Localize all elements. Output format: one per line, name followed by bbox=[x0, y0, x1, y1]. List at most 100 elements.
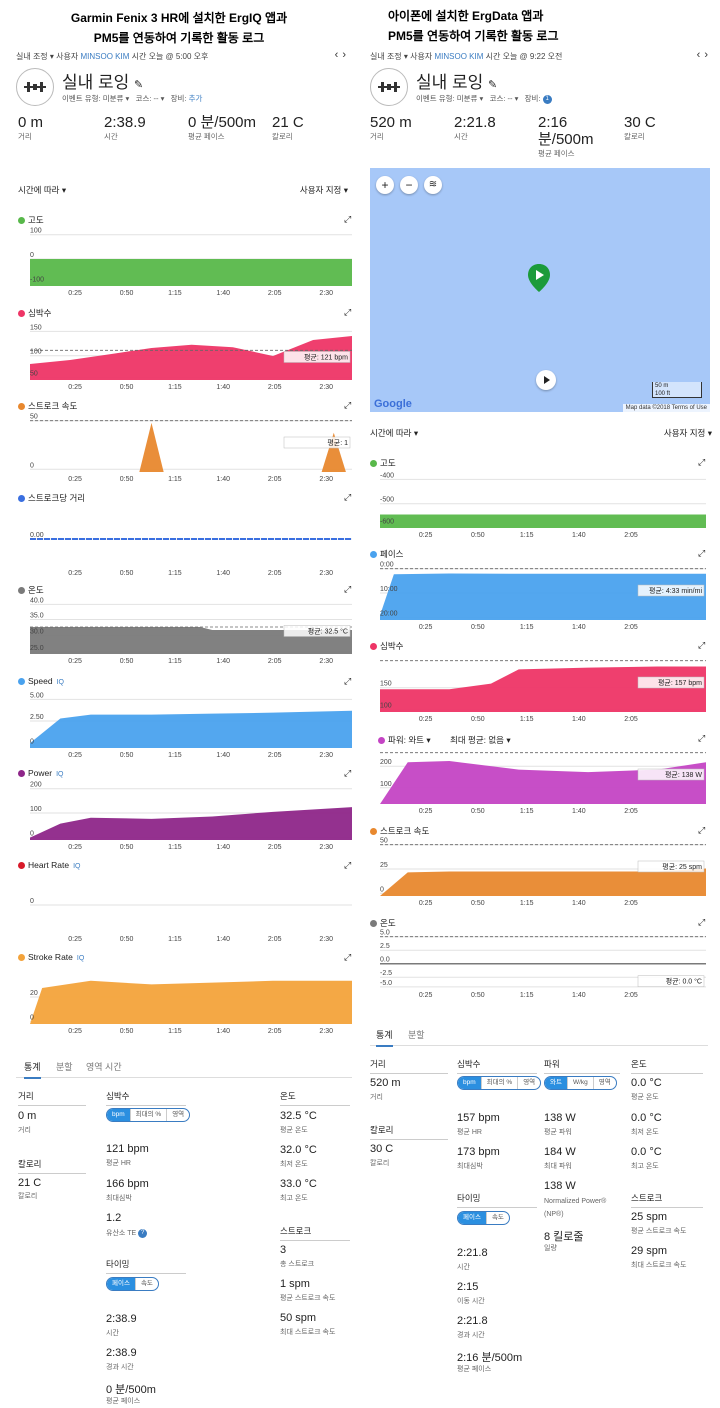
edit-icon[interactable]: ✎ bbox=[488, 79, 498, 91]
average-badge bbox=[283, 351, 351, 363]
expand-icon[interactable]: ⤢ bbox=[698, 825, 706, 835]
custom-dropdown[interactable]: 사용자 지정 ▾ bbox=[299, 185, 348, 195]
distance-value: 520 m bbox=[370, 1077, 401, 1089]
expand-icon[interactable]: ⤢ bbox=[344, 952, 352, 962]
user-link[interactable]: MINSOO KIM bbox=[80, 52, 130, 61]
gear-count-badge[interactable]: 1 bbox=[542, 94, 552, 104]
expand-icon[interactable]: ⤢ bbox=[698, 640, 706, 650]
help-icon[interactable]: ? bbox=[138, 1228, 148, 1238]
power-unit-toggle[interactable]: 와트 W/kg 영역 bbox=[544, 1076, 617, 1090]
zoom-in-button[interactable]: + bbox=[376, 176, 394, 194]
chart-plot[interactable]: 5.00 2.50 0 0:25 0:50 1:15 1:40 2:05 2:30 bbox=[16, 692, 368, 764]
activity-title[interactable]: 실내 로잉 ✎ bbox=[416, 73, 498, 92]
aerobic-te: 1.2 bbox=[106, 1212, 122, 1224]
chart-plot[interactable]: 200 100 0 0:25 0:50 1:15 1:40 2:05 2:30 bbox=[16, 782, 368, 856]
chart-plot[interactable]: 평균: 25 spm 50 25 0 0:25 0:50 1:15 1:40 2:05 bbox=[366, 838, 720, 912]
expand-icon[interactable]: ⤢ bbox=[344, 492, 352, 502]
chart-plot[interactable]: 평균: 157 bpm 150 100 0:25 0:50 1:15 1:40 2:05 bbox=[366, 658, 720, 728]
expand-icon[interactable]: ⤢ bbox=[344, 307, 352, 317]
average-label: 평균: 157 bpm bbox=[658, 678, 702, 687]
user-link[interactable]: MINSOO KIM bbox=[434, 52, 484, 61]
course-dropdown[interactable]: 코스: -- ▾ bbox=[135, 94, 165, 103]
power-np-label: Normalized Power® (NP®) bbox=[544, 1198, 607, 1218]
hr-unit-toggle[interactable]: bpm 최대의 % 영역 bbox=[457, 1076, 542, 1090]
x-tick-label: 2:30 bbox=[319, 570, 333, 577]
hr-max-label: 최대심박 bbox=[457, 1163, 483, 1170]
chart-plot[interactable]: 평균: 4:33 min/mi 0:00 10:00 20:00 0:25 0:50 1:1… bbox=[366, 562, 720, 636]
edit-icon[interactable]: ✎ bbox=[134, 79, 144, 91]
chart-plot[interactable]: 20 0 0:25 0:50 1:15 1:40 2:05 2:30 bbox=[16, 970, 368, 1040]
activity-title[interactable]: 실내 로잉 ✎ bbox=[62, 73, 144, 92]
expand-icon[interactable]: ⤢ bbox=[698, 917, 706, 927]
chart-plot[interactable]: -400 -500 -600 0:25 0:50 1:15 1:40 2:05 bbox=[366, 472, 720, 544]
zoom-out-button[interactable]: − bbox=[400, 176, 418, 194]
x-tick-label: 0:50 bbox=[471, 624, 485, 631]
right-stats-tabs: 통계 분할 bbox=[370, 1028, 708, 1047]
x-tick-label: 0:50 bbox=[120, 476, 134, 483]
timing-unit-toggle[interactable]: 페이스 속도 bbox=[106, 1277, 159, 1291]
series-dot-icon bbox=[18, 495, 25, 502]
y-tick-label: 2.50 bbox=[30, 714, 44, 721]
chart-plot[interactable]: 100 0 -100 0:25 0:50 1:15 1:40 2:05 2:30 bbox=[16, 228, 368, 302]
play-button[interactable] bbox=[536, 370, 556, 390]
user-label: 사용자 bbox=[410, 52, 433, 61]
timing-unit-toggle[interactable]: 페이스 속도 bbox=[457, 1211, 510, 1225]
custom-dropdown[interactable]: 사용자 지정 ▾ bbox=[663, 428, 712, 438]
max-average-dropdown[interactable]: 최대 평균: 없음 ▾ bbox=[450, 735, 511, 745]
activity-type[interactable]: 실내 조정 bbox=[370, 52, 402, 61]
tab-stats[interactable]: 통계 bbox=[24, 1060, 41, 1079]
expand-icon[interactable]: ⤢ bbox=[344, 584, 352, 594]
x-tick-label: 1:40 bbox=[572, 992, 586, 999]
temp-avg: 32.5 °C bbox=[280, 1110, 317, 1122]
power-unit-dropdown[interactable]: 파워: 와트 ▾ bbox=[378, 734, 431, 746]
hr-unit-toggle[interactable]: bpm 최대의 % 영역 bbox=[106, 1108, 191, 1122]
x-tick-label: 0:50 bbox=[120, 570, 134, 577]
time-axis-dropdown[interactable]: 시간에 따라 ▾ bbox=[18, 185, 67, 195]
chart-plot[interactable]: 평균: 0.0 °C 5.0 2.5 0.0 -2.5 -5.0 0:25 0:50 1:15 1… bbox=[366, 930, 720, 1004]
event-type-dropdown[interactable]: 이벤트 유형: 미분류 ▾ bbox=[416, 94, 484, 103]
tab-zone-time[interactable]: 영역 시간 bbox=[86, 1062, 122, 1072]
x-tick-label: 2:05 bbox=[624, 992, 638, 999]
start-marker-icon[interactable] bbox=[528, 264, 550, 294]
prev-next-nav[interactable]: ‹› bbox=[696, 49, 712, 61]
x-tick-label: 1:15 bbox=[168, 1028, 182, 1035]
chart-plot[interactable]: 평균: 138 W 200 100 0:25 0:50 1:15 1:40 2:05 bbox=[366, 750, 720, 820]
series-dot-icon bbox=[18, 862, 25, 869]
expand-icon[interactable]: ⤢ bbox=[344, 860, 352, 870]
expand-icon[interactable]: ⤢ bbox=[698, 733, 706, 743]
right-title-line2: PM5를 연동하여 기록한 활동 로그 bbox=[388, 29, 559, 43]
user-label: 사용자 bbox=[56, 52, 79, 61]
x-tick-label: 0:50 bbox=[120, 1028, 134, 1035]
expand-icon[interactable]: ⤢ bbox=[344, 768, 352, 778]
event-type-dropdown[interactable]: 이벤트 유형: 미분류 ▾ bbox=[62, 94, 130, 103]
x-tick-label: 1:40 bbox=[216, 658, 230, 665]
y-tick-label: -100 bbox=[30, 276, 44, 283]
x-tick-label: 0:25 bbox=[419, 808, 433, 815]
time-axis-dropdown[interactable]: 시간에 따라 ▾ bbox=[370, 428, 419, 438]
expand-icon[interactable]: ⤢ bbox=[344, 676, 352, 686]
expand-icon[interactable]: ⤢ bbox=[344, 214, 352, 224]
right-panel: 아이폰에 설치한 ErgData 앱과 PM5를 연동하여 기록한 활동 로그 … bbox=[364, 0, 720, 1408]
course-dropdown[interactable]: 코스: -- ▾ bbox=[489, 94, 519, 103]
tab-splits[interactable]: 분할 bbox=[408, 1030, 425, 1040]
chart-plot[interactable]: 평균: 32.5 °C 40.0 35.0 30.0 25.0 0:25 0:50 1:15 1… bbox=[16, 597, 368, 670]
expand-icon[interactable]: ⤢ bbox=[344, 400, 352, 410]
gear-add-link[interactable]: 추가 bbox=[188, 94, 203, 103]
chart-plot[interactable]: 평균: 121 bpm 150 100 50 0:25 0:50 1:15 1:40 2:05 2… bbox=[16, 324, 368, 396]
chart-plot[interactable]: 0 0:25 0:50 1:15 1:40 2:05 2:30 bbox=[16, 878, 368, 948]
expand-icon[interactable]: ⤢ bbox=[698, 457, 706, 467]
activity-meta: 이벤트 유형: 미분류 ▾ 코스: -- ▾ 장비: 1 bbox=[416, 93, 552, 104]
tab-splits[interactable]: 분할 bbox=[56, 1062, 73, 1072]
layers-icon[interactable]: ≋ bbox=[424, 176, 442, 194]
series-dot-icon bbox=[370, 460, 377, 467]
map-footer[interactable]: Map data ©2018 Terms of Use bbox=[622, 404, 710, 412]
route-map[interactable]: + − ≋ 50 m 100 ft Google Map data ©2018 T… bbox=[370, 168, 710, 412]
tab-stats[interactable]: 통계 bbox=[376, 1028, 393, 1047]
activity-type[interactable]: 실내 조정 bbox=[16, 52, 48, 61]
chart-plot[interactable]: 평균: 1 50 0 0:25 0:50 1:15 1:40 2:05 2:30 bbox=[16, 414, 368, 488]
chart-plot[interactable]: 0.00 0:25 0:50 1:15 1:40 2:05 2:30 bbox=[16, 512, 368, 582]
expand-icon[interactable]: ⤢ bbox=[698, 548, 706, 558]
dropdown-icon[interactable]: ▾ bbox=[49, 52, 57, 61]
dropdown-icon[interactable]: ▾ bbox=[403, 52, 411, 61]
prev-next-nav[interactable]: ‹› bbox=[334, 49, 350, 61]
